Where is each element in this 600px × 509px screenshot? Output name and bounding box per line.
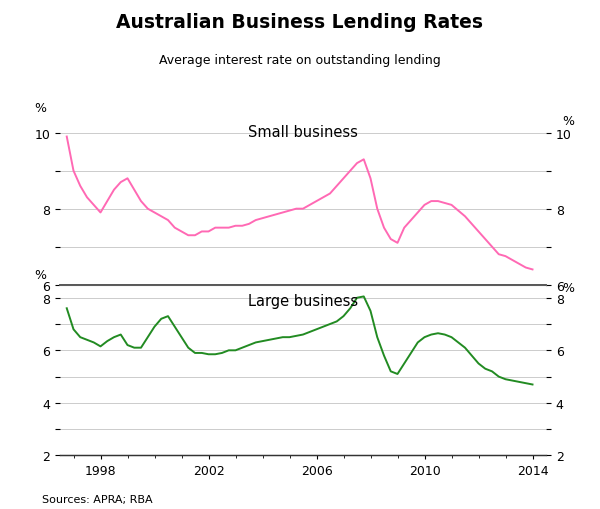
Y-axis label: %: % (562, 115, 574, 127)
Text: Sources: APRA; RBA: Sources: APRA; RBA (42, 494, 152, 504)
Y-axis label: %: % (35, 269, 47, 281)
Y-axis label: %: % (35, 102, 47, 115)
Text: Australian Business Lending Rates: Australian Business Lending Rates (116, 13, 484, 32)
Text: Average interest rate on outstanding lending: Average interest rate on outstanding len… (159, 53, 441, 66)
Text: Small business: Small business (248, 125, 358, 140)
Y-axis label: %: % (562, 281, 574, 295)
Text: Large business: Large business (248, 294, 358, 308)
